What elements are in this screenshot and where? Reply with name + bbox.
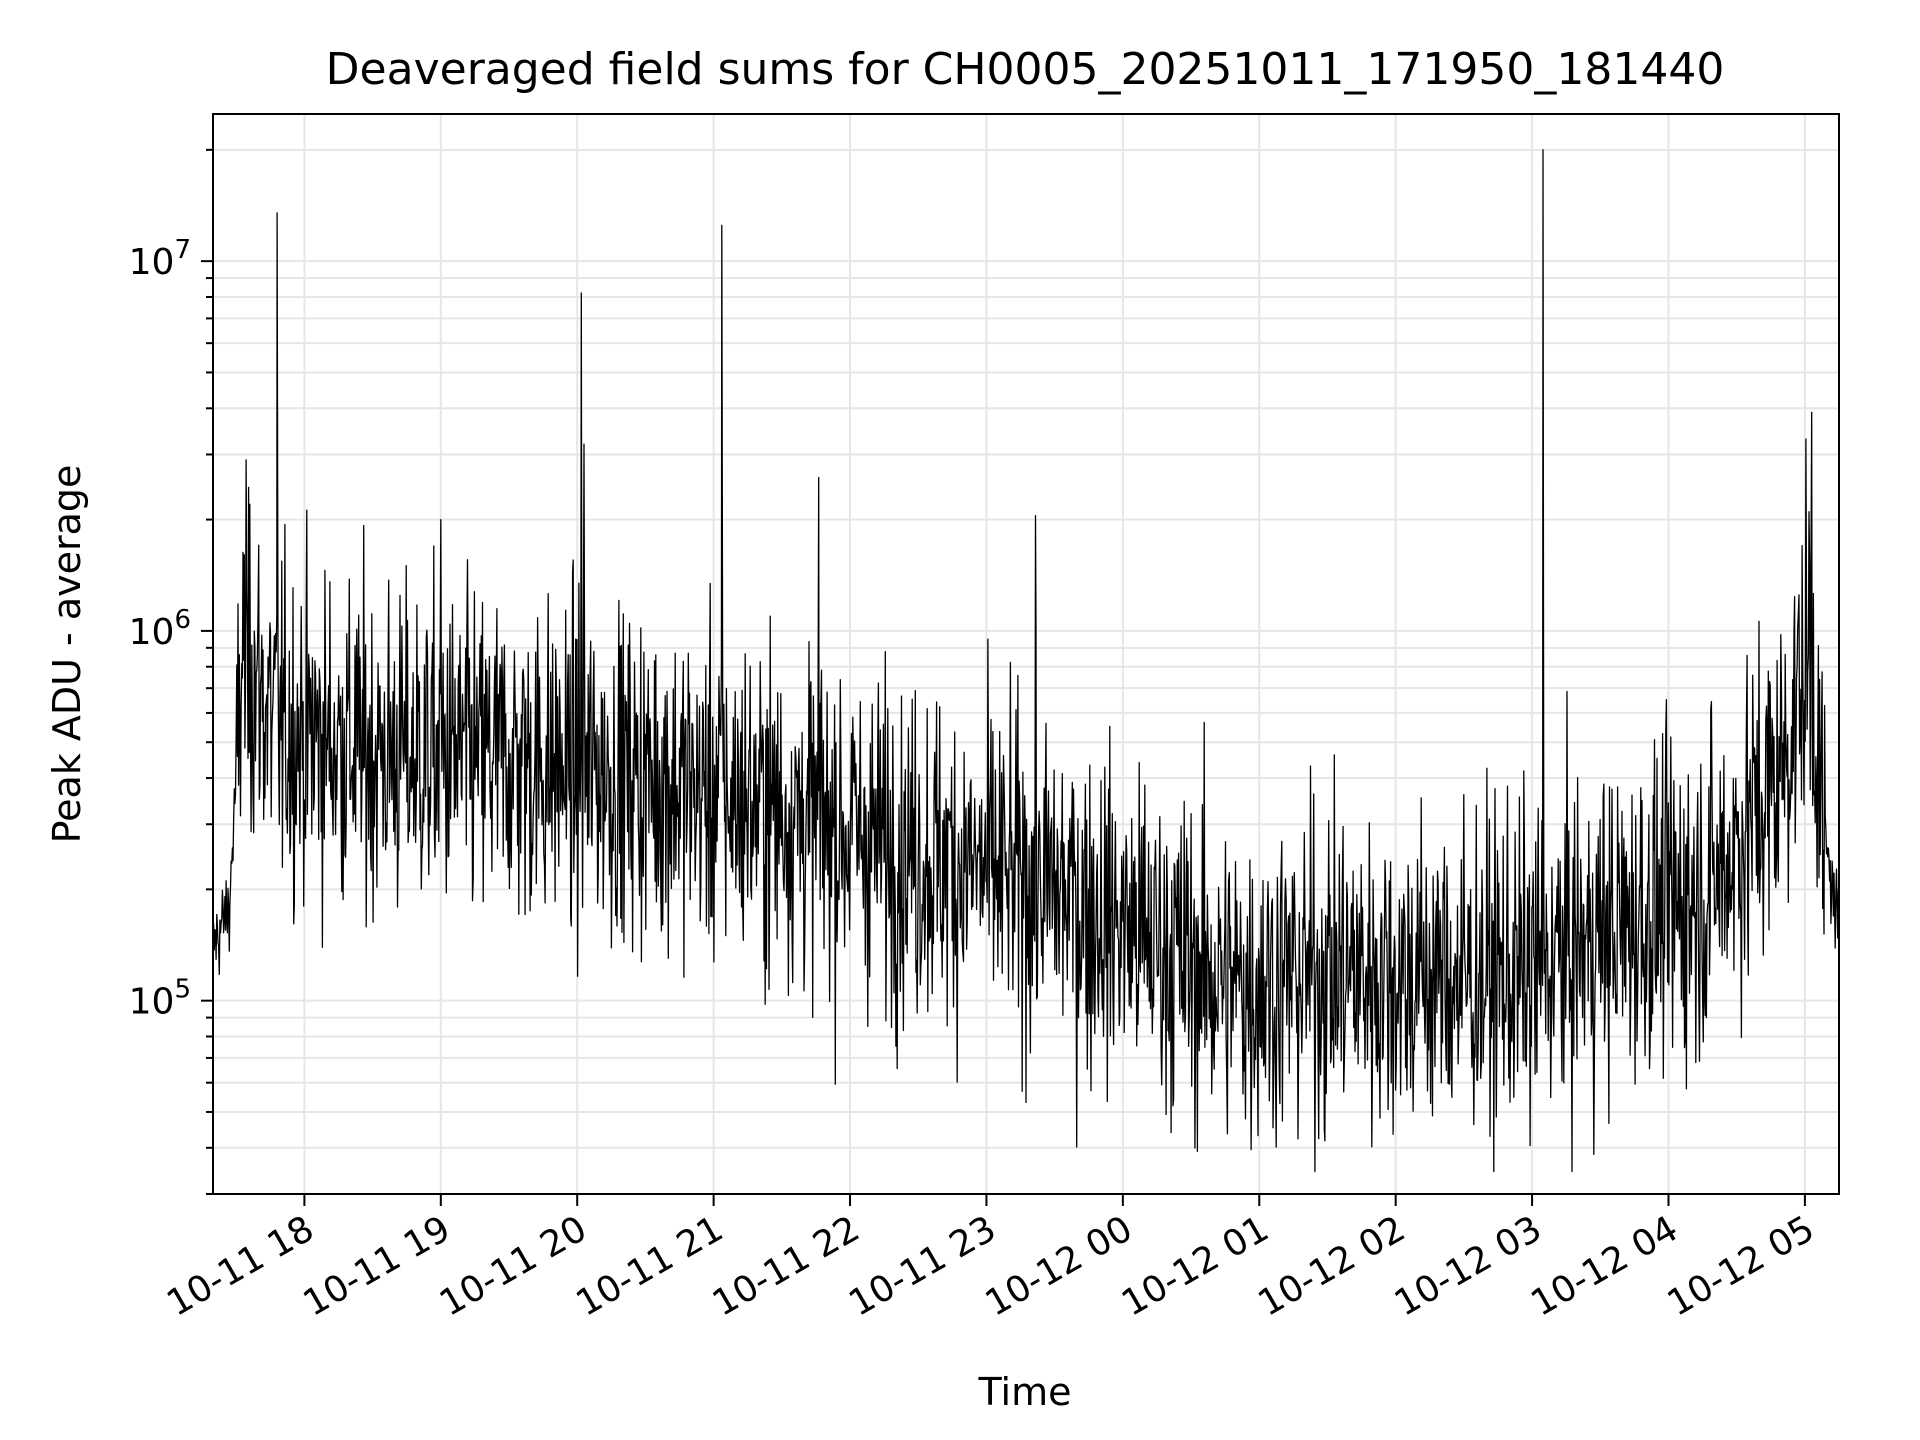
y-tick-base: 10 <box>129 612 175 653</box>
y-tick-label: 106 <box>129 605 191 653</box>
series <box>212 149 1840 1173</box>
plot-frame <box>212 113 1840 1195</box>
x-axis-label: Time <box>978 1370 1072 1414</box>
y-tick-label: 105 <box>129 975 191 1023</box>
y-tick-base: 10 <box>129 982 175 1023</box>
chart-title: Deaveraged field sums for CH0005_2025101… <box>326 44 1725 95</box>
y-axis-label: Peak ADU - average <box>45 465 89 844</box>
y-tick-exponent: 5 <box>174 975 191 1005</box>
y-tick-base: 10 <box>129 242 175 283</box>
y-tick-label: 107 <box>129 235 191 283</box>
y-tick-exponent: 7 <box>174 235 191 265</box>
y-tick-exponent: 6 <box>174 605 191 635</box>
data-line <box>212 149 1840 1173</box>
